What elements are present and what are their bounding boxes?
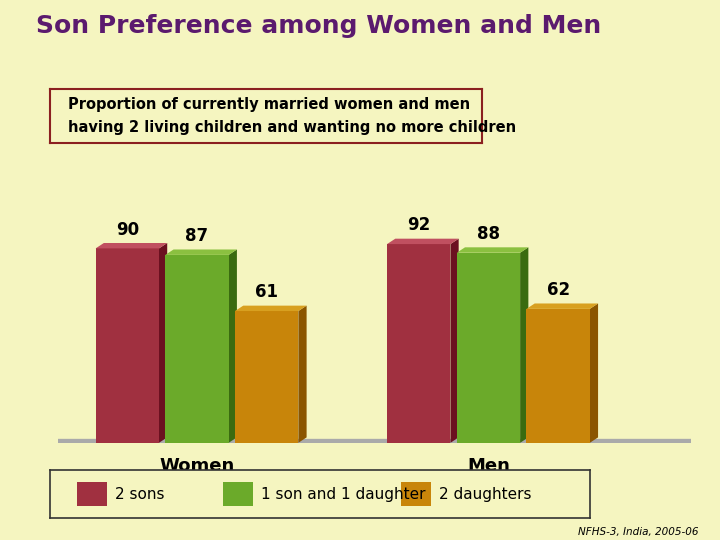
Text: NFHS-3, India, 2005-06: NFHS-3, India, 2005-06 <box>578 527 698 537</box>
Polygon shape <box>235 306 307 311</box>
Polygon shape <box>387 239 459 244</box>
Polygon shape <box>166 249 237 255</box>
Polygon shape <box>229 249 237 443</box>
Polygon shape <box>526 303 598 309</box>
Polygon shape <box>590 303 598 443</box>
Polygon shape <box>159 243 167 443</box>
Bar <box>387 244 451 443</box>
Bar <box>223 482 253 507</box>
Polygon shape <box>456 247 528 253</box>
Bar <box>456 253 520 443</box>
Text: 88: 88 <box>477 225 500 243</box>
Text: 2 daughters: 2 daughters <box>439 487 531 502</box>
Text: Proportion of currently married women and men
having 2 living children and wanti: Proportion of currently married women an… <box>68 98 516 134</box>
Text: 62: 62 <box>546 281 570 299</box>
Bar <box>402 482 431 507</box>
Bar <box>78 482 107 507</box>
Text: Son Preference among Women and Men: Son Preference among Women and Men <box>36 14 601 37</box>
Text: 2 sons: 2 sons <box>115 487 165 502</box>
Bar <box>235 311 298 443</box>
Text: 87: 87 <box>186 227 209 245</box>
Text: 92: 92 <box>407 217 431 234</box>
Text: 1 son and 1 daughter: 1 son and 1 daughter <box>261 487 426 502</box>
Polygon shape <box>298 306 307 443</box>
Bar <box>96 248 159 443</box>
Bar <box>526 309 590 443</box>
Text: 61: 61 <box>255 284 278 301</box>
Polygon shape <box>520 247 528 443</box>
Bar <box>166 255 229 443</box>
Polygon shape <box>451 239 459 443</box>
Text: 90: 90 <box>116 221 139 239</box>
Polygon shape <box>96 243 167 248</box>
